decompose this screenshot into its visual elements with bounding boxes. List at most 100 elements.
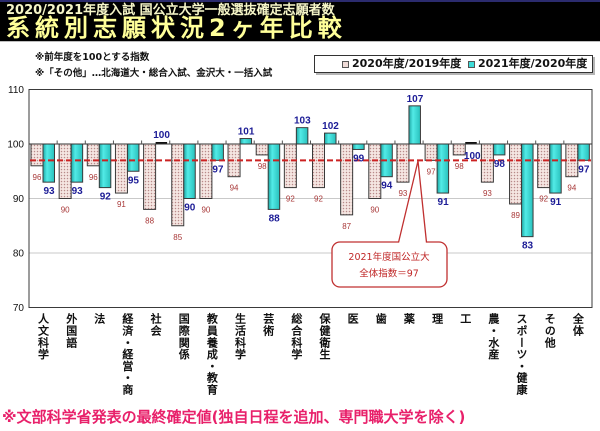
annotation-text: 全体指数＝97 [359,268,419,280]
bar-2021 [211,143,224,161]
value-label-2021: 99 [353,153,365,164]
header-divider [0,41,600,42]
value-label-2021: 97 [212,164,224,175]
value-label-2021: 93 [72,186,84,197]
value-label-2021: 103 [294,116,311,127]
bar-2020 [58,143,72,199]
x-category-label: 保健衛生 [318,313,331,361]
x-category-label: 薬 [402,313,416,325]
x-category-label: 理 [430,313,444,325]
value-label-2020: 90 [61,206,70,215]
bar-2021 [42,143,55,183]
bar-2021 [98,143,112,189]
bar-2020 [396,143,410,183]
x-category-label: その他 [543,313,557,349]
annotation-box [331,241,448,288]
bar-2021 [126,143,140,172]
legend-label-2021: 2021年度/2020年度 [478,57,588,70]
source-footnote: ※文部科学省発表の最終確定値(独自日程を追加、専門職大学を除く) [2,408,466,426]
bar-2021 [408,105,421,145]
note-index-basis: ※前年度を100とする指数 [35,52,150,63]
x-category-label: 工 [458,313,472,325]
value-label-2021: 88 [269,213,281,224]
value-label-2021: 107 [407,94,424,105]
y-tick-label: 110 [8,85,24,96]
value-label-2020: 85 [173,233,182,242]
x-category-label: 医 [346,313,360,325]
value-label-2021: 91 [438,197,450,208]
bar-2020 [424,143,438,161]
value-label-2020: 87 [342,222,351,231]
bar-2020 [30,143,44,167]
bar-2021 [70,143,84,183]
x-category-label: 社会 [149,313,163,337]
value-label-2020: 97 [427,167,436,176]
bar-2021 [492,143,506,156]
x-category-label: 農・水産 [486,313,500,361]
value-label-2021: 95 [128,175,140,186]
bar-2021 [577,143,590,161]
value-label-2021: 100 [464,151,481,162]
value-label-2021: 92 [100,192,112,203]
bar-2020 [283,143,297,189]
value-label-2020: 93 [398,189,407,198]
value-label-2021: 98 [494,159,506,170]
y-tick-label: 80 [13,249,25,260]
bar-2020 [368,143,382,199]
value-label-2020: 90 [370,206,379,215]
annotation-text: 2021年度国公立大 [348,251,430,263]
x-category-label: 全体 [571,313,585,337]
value-label-2020: 92 [539,195,548,204]
value-label-2021: 90 [184,203,196,214]
value-label-2021: 83 [522,241,534,252]
x-category-label: 人文科学 [36,313,50,361]
x-category-label: 生活科学 [233,313,247,361]
legend-swatch-2020 [342,60,349,68]
y-tick-label: 100 [7,140,24,151]
bar-2021 [465,142,477,144]
legend-item-2020: 2020年度/2019年度 [342,57,461,71]
legend-label-2020: 2020年度/2019年度 [352,57,462,70]
bar-2020 [86,143,100,167]
value-label-2020: 88 [145,216,154,225]
legend-swatch-2021 [468,60,475,68]
x-category-label: 総合科学 [289,313,303,361]
bar-2021 [183,143,196,199]
value-label-2020: 98 [258,162,267,171]
bar-2020 [199,143,213,199]
page-title: 系統別志願状況2ヶ年比較 [6,14,347,41]
bar-2021 [521,143,534,238]
legend-item-2021: 2021年度/2020年度 [468,57,587,71]
bar-2021 [295,127,309,145]
x-category-label: 経済・経営・商 [120,313,134,396]
value-label-2021: 102 [322,121,339,132]
value-label-2021: 93 [43,186,55,197]
value-label-2020: 90 [201,206,210,215]
value-label-2021: 91 [550,197,562,208]
value-label-2020: 96 [89,173,98,182]
x-category-label: スポーツ・健康 [515,313,528,396]
bar-2021 [155,142,168,144]
annotation-pointer [397,160,428,243]
bar-2020 [114,143,128,194]
bar-2021 [352,143,365,150]
y-tick-label: 90 [13,194,25,205]
bar-2020 [480,143,494,183]
bar-2020 [255,143,269,156]
bar-2021 [436,143,450,194]
bar-2020 [537,143,551,189]
y-tick-label: 70 [13,303,25,314]
value-label-2021: 97 [578,164,590,175]
note-other-category: ※「その他」…北海道大・総合入試、金沢大・一括入試 [35,68,273,79]
bar-2021 [324,132,337,145]
value-label-2020: 98 [455,162,464,171]
x-category-label: 歯 [374,313,388,325]
value-label-2020: 94 [567,184,576,193]
title-banner: 2020/2021年度入試 国公立大学一般選抜確定志願者数 系統別志願状況2ヶ年… [0,0,600,41]
chart-legend: 2020年度/2019年度 2021年度/2020年度 [314,55,593,73]
value-label-2020: 96 [33,173,42,182]
bar-2021 [239,138,253,145]
bar-2020 [340,143,354,216]
bar-2020 [171,143,185,227]
